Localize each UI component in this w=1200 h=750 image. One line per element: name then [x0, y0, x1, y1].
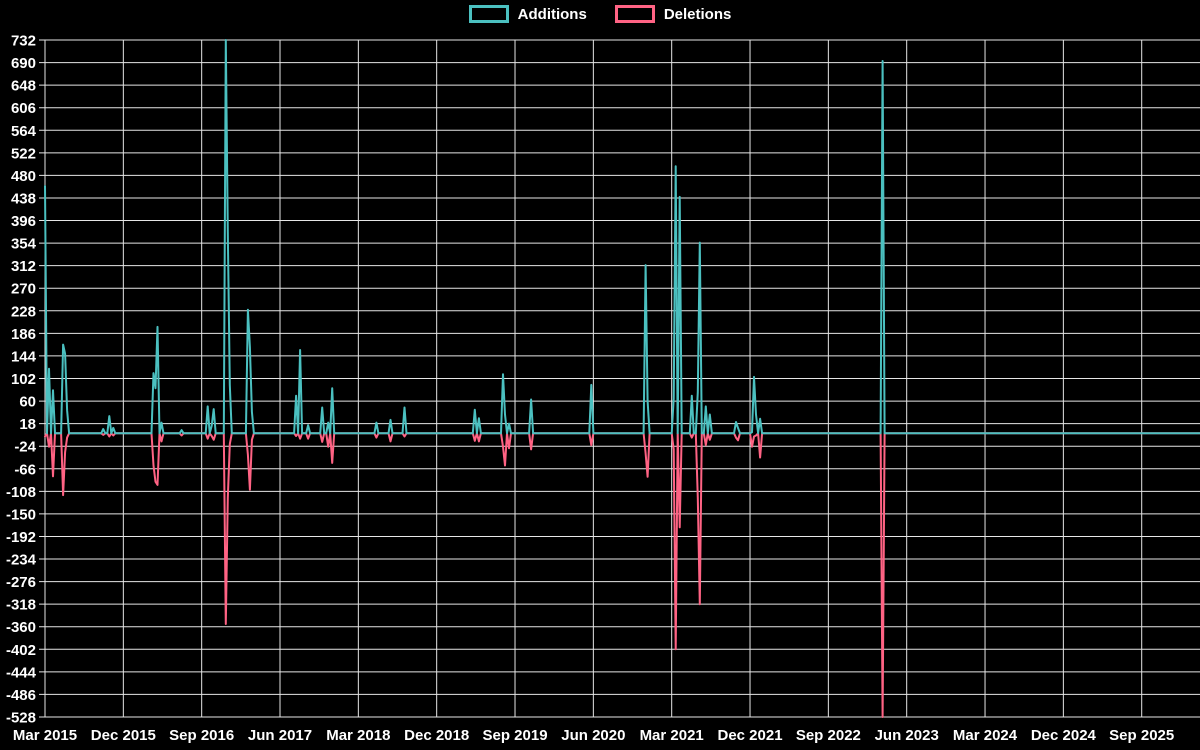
- y-tick-label: 60: [19, 394, 36, 411]
- x-tick-label: Mar 2015: [13, 727, 77, 744]
- x-tick-label: Dec 2015: [91, 727, 156, 744]
- x-tick-label: Sep 2025: [1109, 727, 1174, 744]
- legend-label-additions: Additions: [517, 5, 587, 23]
- y-tick-label: 438: [11, 190, 36, 207]
- y-tick-label: -234: [6, 552, 37, 569]
- y-tick-label: 228: [11, 303, 36, 320]
- x-tick-label: Jun 2017: [248, 727, 312, 744]
- y-tick-label: -318: [6, 597, 36, 614]
- y-tick-label: 186: [11, 326, 36, 343]
- y-tick-label: -276: [6, 574, 36, 591]
- x-tick-label: Mar 2021: [640, 727, 704, 744]
- y-tick-label: 522: [11, 145, 36, 162]
- y-tick-label: 480: [11, 168, 36, 185]
- x-tick-label: Dec 2018: [404, 727, 469, 744]
- y-tick-label: 18: [19, 416, 36, 433]
- chart-legend: Additions Deletions: [0, 5, 1200, 23]
- deletions-swatch-icon: [614, 5, 655, 23]
- y-tick-label: 648: [11, 78, 36, 95]
- y-tick-label: -402: [6, 642, 36, 659]
- y-tick-label: 312: [11, 258, 36, 275]
- y-tick-label: 690: [11, 55, 36, 72]
- x-tick-label: Dec 2024: [1031, 727, 1097, 744]
- x-tick-label: Sep 2019: [482, 727, 547, 744]
- deletions-line: [44, 432, 1200, 718]
- legend-item-deletions[interactable]: Deletions: [614, 5, 732, 23]
- y-tick-label: -360: [6, 619, 36, 636]
- x-tick-label: Dec 2021: [717, 727, 782, 744]
- y-tick-label: -528: [6, 710, 36, 727]
- legend-label-deletions: Deletions: [663, 5, 732, 23]
- y-tick-label: 396: [11, 213, 36, 230]
- y-tick-label: -24: [14, 439, 36, 456]
- y-tick-label: 606: [11, 100, 36, 117]
- y-tick-label: -192: [6, 529, 36, 546]
- y-tick-label: -108: [6, 484, 36, 501]
- y-tick-label: -66: [14, 461, 36, 478]
- x-tick-label: Sep 2016: [169, 727, 234, 744]
- y-tick-label: -486: [6, 687, 36, 704]
- y-tick-label: 102: [11, 371, 36, 388]
- additions-line: [44, 39, 1200, 435]
- x-tick-label: Jun 2023: [875, 727, 939, 744]
- y-tick-label: -150: [6, 506, 36, 523]
- y-tick-label: 270: [11, 281, 36, 298]
- additions-swatch-icon: [468, 5, 509, 23]
- x-tick-label: Jun 2020: [561, 727, 625, 744]
- x-tick-label: Mar 2018: [326, 727, 390, 744]
- legend-item-additions[interactable]: Additions: [468, 5, 587, 23]
- x-tick-label: Sep 2022: [796, 727, 861, 744]
- y-tick-label: 564: [11, 123, 37, 140]
- y-tick-label: 354: [11, 236, 37, 253]
- y-tick-label: 732: [11, 33, 36, 50]
- x-tick-label: Mar 2024: [953, 727, 1018, 744]
- y-tick-label: -444: [6, 664, 37, 681]
- y-tick-label: 144: [11, 348, 37, 365]
